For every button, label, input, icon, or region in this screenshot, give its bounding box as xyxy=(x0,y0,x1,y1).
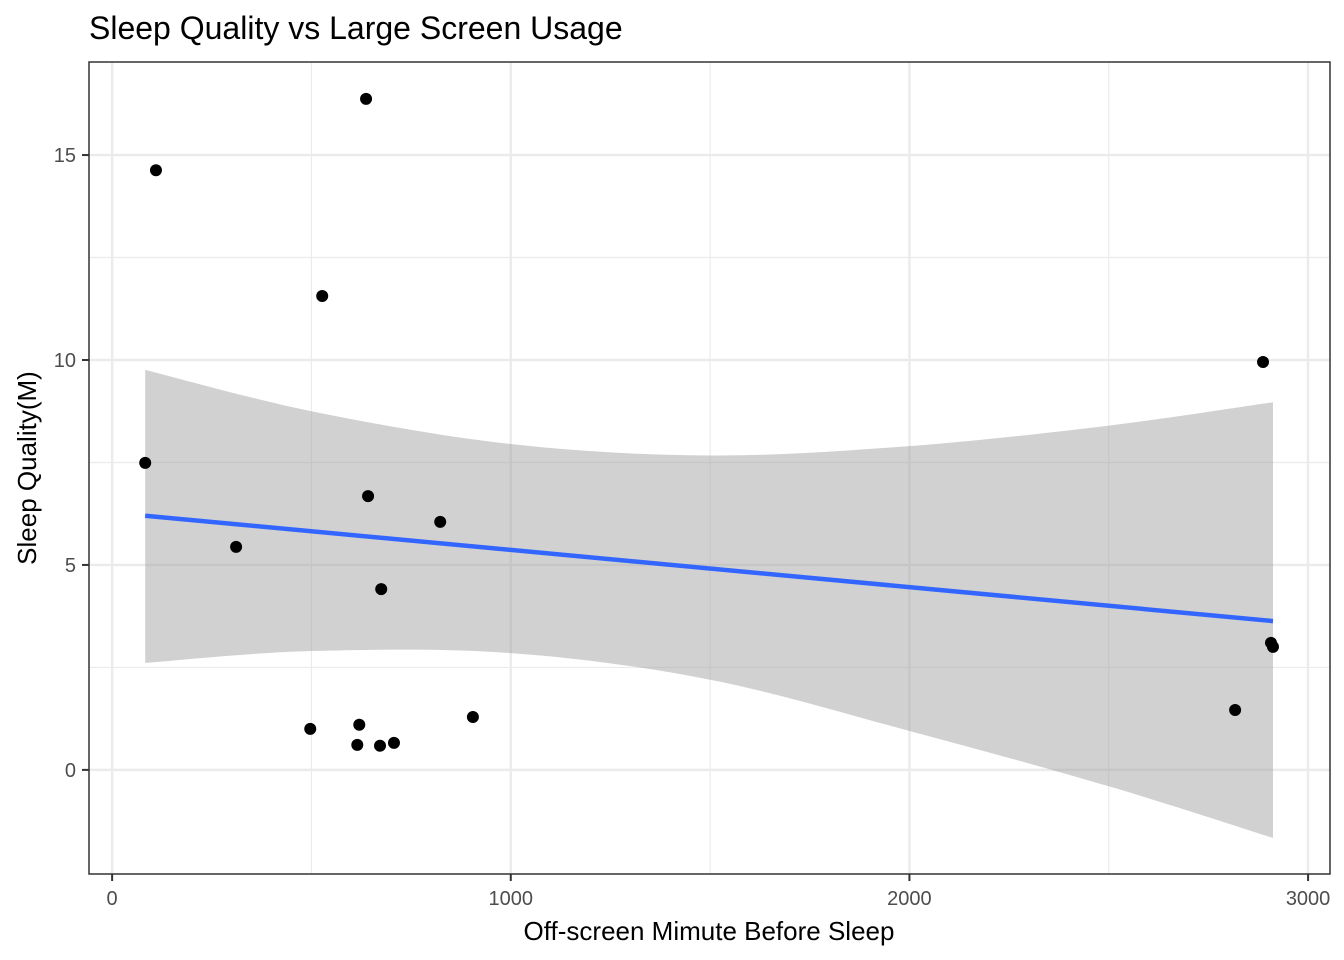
y-tick-label: 10 xyxy=(54,350,76,372)
x-axis-title: Off-screen Mimute Before Sleep xyxy=(524,916,895,946)
grid-major xyxy=(89,62,1330,874)
data-point xyxy=(1229,704,1242,717)
panel-border xyxy=(88,61,1331,875)
data-point xyxy=(375,583,388,596)
confidence-band xyxy=(145,369,1273,838)
y-axis: 0 5 10 15 xyxy=(54,145,89,782)
data-point xyxy=(466,711,479,724)
data-point xyxy=(230,540,243,553)
data-point xyxy=(362,490,375,503)
data-point xyxy=(304,722,317,735)
y-tick-label: 0 xyxy=(65,760,76,782)
data-point xyxy=(1257,356,1270,369)
y-tick-label: 5 xyxy=(65,555,76,577)
x-tick-label: 2000 xyxy=(887,888,932,910)
data-point xyxy=(316,290,329,303)
data-point xyxy=(387,736,400,749)
y-axis-title: Sleep Quality(M) xyxy=(12,371,42,565)
data-point xyxy=(149,164,162,177)
data-point xyxy=(374,739,387,752)
data-point xyxy=(139,456,152,469)
y-tick-label: 15 xyxy=(54,145,76,167)
x-tick-label: 1000 xyxy=(489,888,534,910)
trend-line xyxy=(145,513,1274,624)
plot-panel xyxy=(88,61,1331,875)
x-axis: 0 1000 2000 3000 xyxy=(107,874,1331,910)
chart-title: Sleep Quality vs Large Screen Usage xyxy=(89,10,623,46)
x-tick-label: 3000 xyxy=(1286,888,1331,910)
data-point xyxy=(360,92,373,105)
data-points xyxy=(139,92,1279,752)
grid-minor xyxy=(89,62,1330,874)
data-point xyxy=(353,718,366,731)
x-tick-label: 0 xyxy=(107,888,118,910)
data-point xyxy=(1266,640,1279,653)
data-point xyxy=(434,515,447,528)
data-point xyxy=(351,738,364,751)
